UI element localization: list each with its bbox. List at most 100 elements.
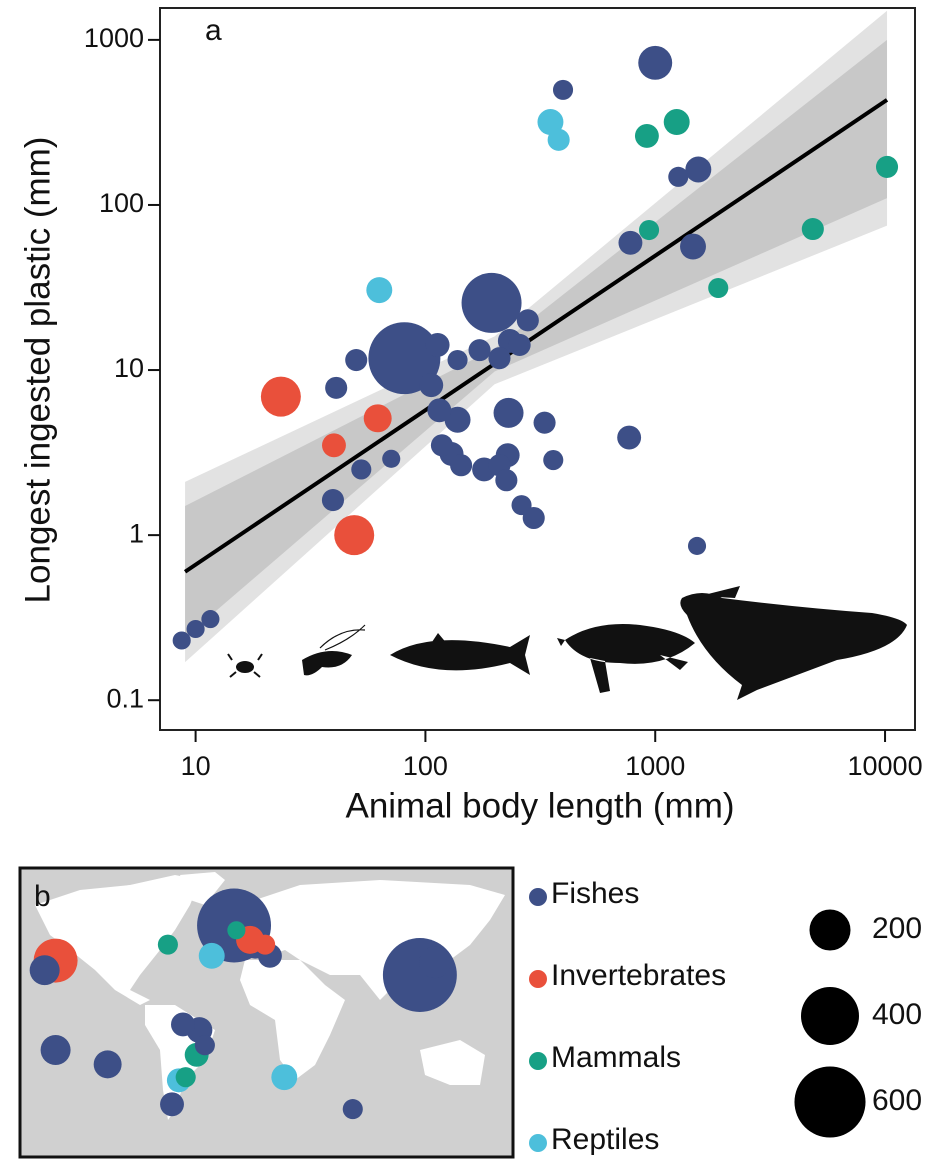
point xyxy=(260,376,301,417)
legend-label: Invertebrates xyxy=(551,959,726,992)
point xyxy=(363,404,392,433)
map-point xyxy=(171,1012,195,1037)
point xyxy=(516,309,539,332)
silhouettes xyxy=(227,586,907,700)
point xyxy=(634,123,659,148)
point xyxy=(382,449,401,468)
point xyxy=(663,109,690,135)
confidence-bands xyxy=(183,10,889,663)
size-legend-marker xyxy=(801,987,859,1045)
point xyxy=(325,376,348,399)
australia xyxy=(420,1040,485,1085)
panel-label: b xyxy=(34,880,51,913)
crab-legs xyxy=(227,653,263,678)
turtle xyxy=(557,624,695,693)
point xyxy=(430,434,453,457)
point xyxy=(552,79,574,100)
point xyxy=(345,348,368,372)
point xyxy=(511,495,532,516)
point xyxy=(368,322,441,395)
point xyxy=(425,332,450,357)
fit-line xyxy=(183,98,889,574)
point xyxy=(427,398,452,423)
point xyxy=(444,406,471,433)
point xyxy=(488,347,511,370)
map-point xyxy=(40,1035,71,1066)
point xyxy=(447,349,468,371)
size-legend-label: 600 xyxy=(872,1084,922,1117)
point xyxy=(201,610,220,629)
point xyxy=(680,233,706,260)
africa xyxy=(240,960,345,1080)
north-america xyxy=(35,875,200,1005)
x-axis-title: Animal body length (mm) xyxy=(345,786,734,825)
fish xyxy=(390,633,530,675)
legend-marker xyxy=(529,1052,547,1070)
size-legend-marker xyxy=(794,1066,866,1138)
point xyxy=(638,45,673,80)
legend-label: Reptiles xyxy=(551,1123,659,1156)
y-axis-title: Longest ingested plastic (mm) xyxy=(18,137,57,604)
y-tick-label: 10 xyxy=(114,353,144,383)
point xyxy=(875,155,899,178)
point xyxy=(172,631,191,650)
x-tick-label: 1000 xyxy=(625,751,685,781)
point xyxy=(351,459,372,480)
map-point xyxy=(160,1092,184,1117)
point xyxy=(334,515,375,556)
point xyxy=(495,469,518,492)
point xyxy=(668,166,689,187)
size-legend-label: 400 xyxy=(872,998,922,1031)
legend-marker xyxy=(529,970,547,988)
plot-frame xyxy=(159,7,916,731)
whale xyxy=(680,586,907,700)
x-tick-label: 10 xyxy=(181,751,211,781)
point xyxy=(801,217,824,241)
map-point xyxy=(382,938,457,1012)
point xyxy=(547,128,570,151)
map-point xyxy=(175,1067,196,1088)
point xyxy=(533,411,556,434)
legend-marker xyxy=(529,1134,547,1152)
point xyxy=(468,339,491,362)
legend-label: Fishes xyxy=(551,877,639,910)
size-legend-label: 200 xyxy=(872,912,922,945)
point xyxy=(508,333,531,356)
map-point xyxy=(271,1064,298,1091)
point xyxy=(450,454,473,477)
point xyxy=(543,449,564,471)
point xyxy=(687,536,707,555)
points xyxy=(172,45,899,650)
y-tick-label: 1000 xyxy=(84,23,144,53)
panel-label: a xyxy=(205,14,222,47)
y-tick-label: 100 xyxy=(99,188,144,218)
point xyxy=(537,109,564,135)
point xyxy=(321,489,345,512)
map-frame xyxy=(18,866,515,1159)
map-point xyxy=(93,1050,122,1079)
map-point xyxy=(29,955,60,986)
point xyxy=(186,619,205,639)
point xyxy=(493,397,524,428)
legend-label: Mammals xyxy=(551,1041,681,1074)
point xyxy=(708,277,729,299)
map-points xyxy=(29,888,457,1120)
point xyxy=(685,156,712,183)
shrimp-antennae xyxy=(319,624,366,651)
map-point xyxy=(194,1035,215,1056)
y-tick-label: 0.1 xyxy=(106,683,144,713)
map-point xyxy=(342,1099,363,1120)
point xyxy=(639,219,660,241)
map-point xyxy=(419,946,451,979)
size-legend-marker xyxy=(809,909,851,951)
point xyxy=(617,425,642,450)
point xyxy=(322,433,346,458)
map-point xyxy=(198,942,225,969)
x-tick-label: 100 xyxy=(403,751,448,781)
map-point xyxy=(227,921,246,940)
legend: Fishes Invertebrates Mammals Reptiles 200 400… xyxy=(529,877,922,1156)
shrimp xyxy=(302,651,352,676)
map-point xyxy=(157,934,178,955)
map-point xyxy=(255,934,276,955)
